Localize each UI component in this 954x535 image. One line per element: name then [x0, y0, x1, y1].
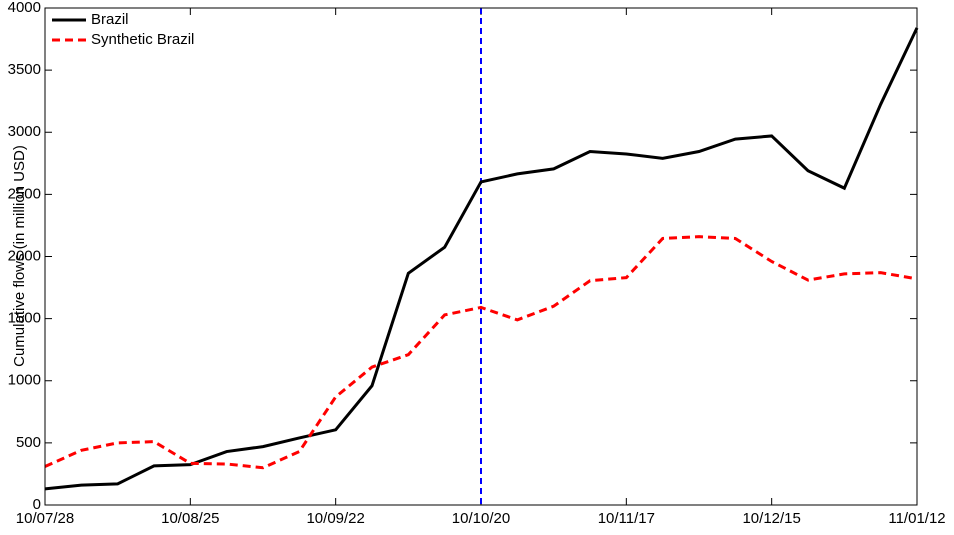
x-tick-label: 10/11/17 [598, 510, 655, 527]
y-tick-label: 3500 [8, 61, 41, 78]
x-tick-label: 10/08/25 [161, 510, 219, 527]
y-tick-label: 4000 [8, 0, 41, 16]
y-tick-label: 1500 [8, 310, 41, 327]
y-tick-label: 1000 [8, 372, 41, 389]
x-tick-label: 11/01/12 [888, 510, 945, 527]
y-tick-label: 3000 [8, 123, 41, 140]
plot-frame [44, 7, 918, 506]
y-tick-label: 2000 [8, 247, 41, 264]
legend-label: Brazil [91, 11, 129, 28]
y-axis-label: Cumulative flows (in million USD) [11, 145, 28, 367]
x-tick-label: 10/07/28 [16, 510, 74, 527]
x-tick-label: 10/10/20 [452, 510, 510, 527]
y-tick-label: 2500 [8, 185, 41, 202]
series-line [44, 27, 919, 491]
legend-label: Synthetic Brazil [91, 31, 194, 48]
x-tick-label: 10/09/22 [306, 510, 364, 527]
series-line [44, 235, 918, 470]
y-tick-label: 0 [33, 496, 41, 513]
x-tick-label: 10/12/15 [742, 510, 800, 527]
y-tick-label: 500 [16, 434, 41, 451]
